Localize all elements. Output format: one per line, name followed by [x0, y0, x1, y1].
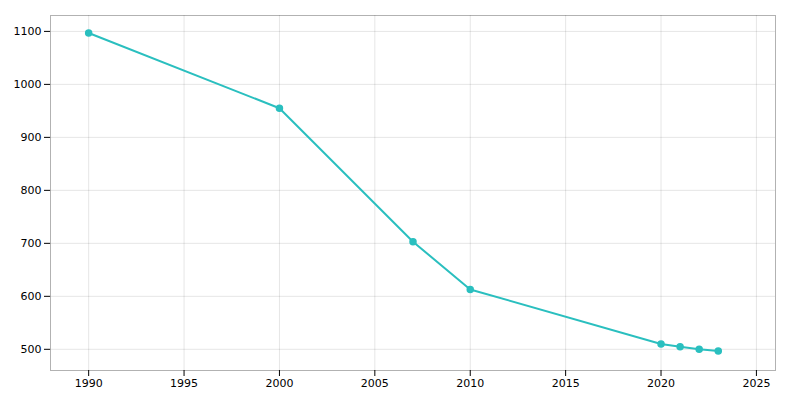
- svg-text:700: 700: [21, 237, 42, 250]
- svg-text:1995: 1995: [170, 377, 198, 390]
- svg-text:2010: 2010: [456, 377, 484, 390]
- svg-text:2000: 2000: [265, 377, 293, 390]
- svg-text:2015: 2015: [552, 377, 580, 390]
- svg-text:2025: 2025: [742, 377, 770, 390]
- svg-text:1000: 1000: [14, 78, 42, 91]
- svg-text:2005: 2005: [361, 377, 389, 390]
- svg-text:500: 500: [21, 343, 42, 356]
- svg-text:2020: 2020: [647, 377, 675, 390]
- svg-text:1100: 1100: [14, 25, 42, 38]
- svg-text:1990: 1990: [75, 377, 103, 390]
- svg-text:900: 900: [21, 131, 42, 144]
- svg-text:600: 600: [21, 290, 42, 303]
- svg-text:800: 800: [21, 184, 42, 197]
